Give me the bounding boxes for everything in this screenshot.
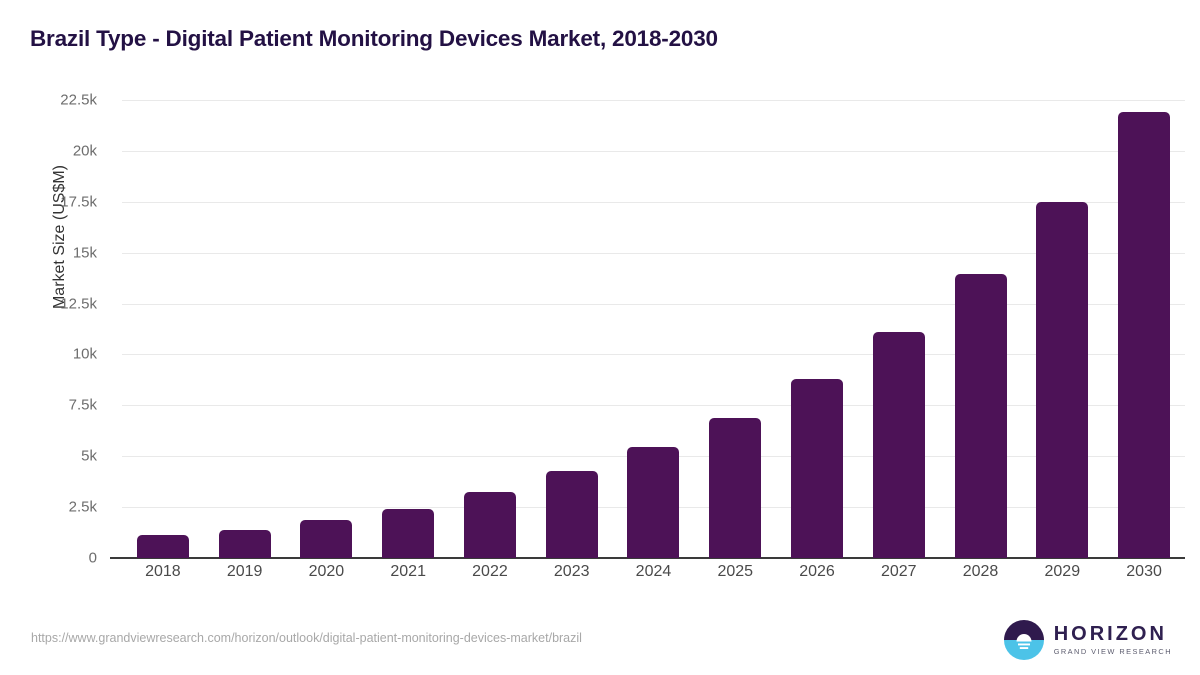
y-tick-label: 17.5k: [60, 193, 97, 211]
gridline: [122, 303, 1185, 305]
bar-slot: 2025: [694, 100, 776, 580]
bar-slot: 2022: [449, 100, 531, 580]
bar-slot: 2024: [613, 100, 695, 580]
bar[interactable]: [872, 332, 925, 558]
bar[interactable]: [300, 519, 353, 558]
y-tick-label: 0: [88, 549, 97, 567]
x-tick-label: 2030: [1126, 563, 1162, 580]
x-tick-label: 2029: [1044, 563, 1081, 580]
bar[interactable]: [954, 274, 1007, 558]
logo-text: HORIZON GRAND VIEW RESEARCH: [1054, 624, 1172, 655]
x-tick-label: 2019: [226, 563, 263, 580]
page-title: Brazil Type - Digital Patient Monitoring…: [30, 26, 718, 51]
gridline: [122, 150, 1185, 152]
y-tick-label: 10k: [72, 345, 97, 363]
y-tick-label: 22.5k: [60, 91, 97, 109]
bar[interactable]: [709, 417, 762, 558]
gridline: [122, 100, 1185, 101]
x-tick-label: 2025: [717, 563, 754, 580]
bar-slot: 2021: [367, 100, 449, 580]
y-tick-label: 12.5k: [60, 295, 97, 313]
bar-slot: 2026: [776, 100, 858, 580]
gridline: [122, 252, 1185, 254]
logo-wordmark: HORIZON: [1053, 623, 1167, 646]
logo-tagline: GRAND VIEW RESEARCH: [1053, 647, 1172, 657]
y-tick-label: 15k: [72, 244, 97, 262]
bar[interactable]: [1118, 112, 1171, 558]
x-tick-label: 2028: [962, 563, 999, 580]
x-tick-label: 2024: [635, 563, 672, 580]
bar-slot: 2019: [204, 100, 286, 580]
y-tick-label: 2.5k: [68, 498, 97, 516]
x-tick-label: 2018: [145, 563, 181, 580]
x-axis-line: [110, 557, 1185, 559]
x-tick-label: 2026: [799, 563, 835, 580]
x-tick-label: 2022: [472, 563, 508, 580]
bar[interactable]: [218, 529, 271, 558]
horizon-logo: HORIZON GRAND VIEW RESEARCH: [1003, 618, 1172, 662]
x-tick-label: 2023: [553, 563, 590, 580]
source-url[interactable]: https://www.grandviewresearch.com/horizo…: [31, 631, 582, 645]
x-tick-label: 2021: [390, 563, 426, 580]
bar[interactable]: [545, 471, 598, 558]
horizon-sunrise-circle-icon: [1003, 619, 1045, 661]
bar-slot: 2028: [940, 100, 1022, 580]
bar[interactable]: [463, 491, 516, 558]
bar[interactable]: [1036, 201, 1089, 558]
bar[interactable]: [627, 447, 680, 558]
gridline: [122, 201, 1185, 203]
gridline: [122, 354, 1185, 356]
bar[interactable]: [791, 378, 843, 558]
x-tick-label: 2027: [880, 563, 917, 580]
bar-slot: 2027: [858, 100, 940, 580]
bar-slot: 2029: [1021, 100, 1103, 580]
bar-slot: 2020: [286, 100, 368, 580]
y-tick-label: 7.5k: [68, 396, 97, 414]
x-tick-label: 2020: [308, 563, 345, 580]
bar-slot: 2018: [122, 100, 204, 580]
bar-slot: 2030: [1103, 100, 1185, 580]
bar[interactable]: [382, 508, 435, 558]
bar-slot: 2023: [531, 100, 613, 580]
gridline: [122, 405, 1185, 407]
y-axis-title: Market Size (US$M): [51, 164, 68, 310]
y-tick-label: 5k: [81, 447, 97, 465]
y-tick-label: 20k: [72, 142, 97, 160]
bars-group: 2018 2019 2020 2021 2022 2023 2024 2025 2026 2027…: [122, 100, 1185, 580]
bar[interactable]: [136, 534, 189, 558]
